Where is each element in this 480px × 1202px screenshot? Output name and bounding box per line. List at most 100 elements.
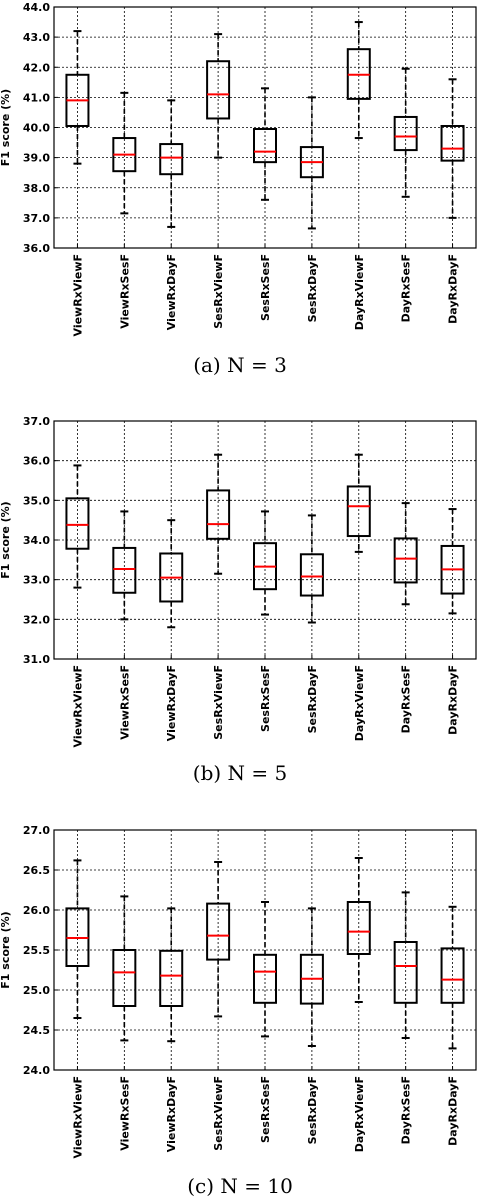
x-tick-label: SesRxDayF: [306, 254, 319, 322]
x-tick-label: SesRxDayF: [306, 665, 319, 733]
box-DayRxDayF: [440, 508, 465, 615]
box-ViewRxViewF: [65, 30, 90, 165]
x-tick-label: ViewRxViewF: [71, 665, 84, 748]
box-DayRxViewF: [346, 21, 371, 140]
box-iqr: [206, 489, 231, 540]
x-tick-label: DayRxSesF: [400, 665, 413, 733]
y-tick-label: 37.0: [23, 415, 50, 428]
x-tick-label: DayRxSesF: [400, 254, 413, 322]
box-DayRxSesF: [393, 67, 418, 198]
box-ViewRxSesF: [112, 510, 137, 621]
box-SesRxDayF: [299, 514, 324, 624]
y-tick-label: 36.0: [23, 242, 50, 255]
box-iqr: [112, 949, 137, 1007]
y-tick-label: 25.0: [23, 984, 50, 997]
y-tick-label: 37.0: [23, 212, 50, 225]
x-tick-label: DayRxDayF: [447, 1076, 460, 1146]
x-tick-label: SesRxSesF: [259, 254, 272, 321]
box-ViewRxDayF: [159, 519, 184, 629]
box-SesRxViewF: [206, 453, 231, 575]
box-DayRxSesF: [393, 891, 418, 1039]
x-tick-label: SesRxViewF: [212, 665, 225, 740]
x-tick-label: DayRxDayF: [447, 254, 460, 324]
chart-panel-1: 36.0 37.0 38.0 39.0 40.0 41.0 42.0 43.0 44.0 View…: [0, 1, 477, 377]
box-iqr: [253, 128, 277, 164]
box-iqr: [299, 553, 324, 597]
box-SesRxSesF: [253, 510, 277, 616]
box-iqr: [253, 953, 277, 1004]
box-iqr: [393, 537, 418, 584]
panel-caption: (a) N = 3: [193, 353, 287, 377]
x-tick-label: SesRxDayF: [306, 1076, 319, 1144]
x-tick-label: SesRxViewF: [212, 1076, 225, 1151]
y-tick-label: 44.0: [23, 1, 50, 14]
box-iqr: [440, 124, 465, 162]
box-DayRxDayF: [440, 78, 465, 219]
box-SesRxSesF: [253, 87, 277, 201]
y-tick-label: 24.5: [23, 1024, 50, 1037]
box-iqr: [112, 546, 137, 594]
y-tick-label: 36.0: [23, 455, 50, 468]
x-tick-label: DayRxDayF: [447, 665, 460, 735]
box-DayRxDayF: [440, 905, 465, 1050]
y-axis-title: F1 score (%): [0, 501, 12, 578]
y-tick-label: 33.0: [23, 574, 50, 587]
y-tick-label: 25.5: [23, 944, 50, 957]
box-iqr: [346, 485, 371, 538]
x-tick-label: SesRxSesF: [259, 1076, 272, 1143]
y-tick-label: 31.0: [23, 653, 50, 666]
chart-panel-3: 24.0 24.5 25.0 25.5 26.0 26.5 27.0 ViewRxViewF V…: [0, 824, 477, 1198]
box-DayRxViewF: [346, 453, 371, 553]
box-ViewRxViewF: [65, 464, 90, 589]
x-tick-label: SesRxViewF: [212, 254, 225, 329]
box-iqr: [393, 941, 418, 1004]
box-iqr: [393, 115, 418, 152]
box-ViewRxSesF: [112, 895, 137, 1042]
box-ViewRxDayF: [159, 99, 184, 228]
box-DayRxSesF: [393, 502, 418, 606]
x-tick-label: ViewRxViewF: [71, 254, 84, 337]
y-tick-label: 41.0: [23, 91, 50, 104]
panel-caption: (b) N = 5: [193, 761, 287, 785]
y-tick-label: 40.0: [23, 122, 50, 135]
x-tick-label: SesRxSesF: [259, 665, 272, 732]
box-iqr: [206, 902, 231, 961]
x-tick-label: DayRxSesF: [400, 1076, 413, 1144]
x-tick-label: ViewRxViewF: [71, 1076, 84, 1159]
box-SesRxDayF: [299, 907, 324, 1047]
box-ViewRxSesF: [112, 91, 137, 215]
y-axis-title: F1 score (%): [0, 911, 12, 988]
box-SesRxViewF: [206, 861, 231, 1018]
x-tick-label: DayRxViewF: [353, 254, 366, 330]
box-iqr: [440, 947, 465, 1004]
x-tick-label: ViewRxDayF: [165, 1076, 178, 1152]
y-tick-label: 32.0: [23, 613, 50, 626]
y-tick-label: 26.0: [23, 904, 50, 917]
x-tick-label: ViewRxSesF: [118, 254, 131, 329]
y-tick-label: 43.0: [23, 31, 50, 44]
x-tick-label: DayRxViewF: [353, 1076, 366, 1152]
x-tick-label: DayRxViewF: [353, 665, 366, 741]
box-iqr: [346, 901, 371, 955]
chart-panel-2: 31.0 32.0 33.0 34.0 35.0 36.0 37.0 ViewRxViewF V…: [0, 415, 477, 785]
box-iqr: [206, 60, 231, 120]
box-ViewRxDayF: [159, 907, 184, 1043]
box-ViewRxViewF: [65, 859, 90, 1019]
y-tick-label: 35.0: [23, 494, 50, 507]
y-tick-label: 27.0: [23, 824, 50, 837]
y-tick-label: 26.5: [23, 864, 50, 877]
x-tick-label: ViewRxDayF: [165, 254, 178, 330]
box-SesRxSesF: [253, 901, 277, 1038]
x-tick-label: ViewRxSesF: [118, 665, 131, 740]
y-tick-label: 39.0: [23, 152, 50, 165]
x-tick-label: ViewRxSesF: [118, 1076, 131, 1151]
box-SesRxViewF: [206, 33, 231, 159]
panel-caption: (c) N = 10: [187, 1174, 293, 1198]
box-SesRxDayF: [299, 96, 324, 230]
box-iqr: [159, 143, 184, 176]
y-tick-label: 34.0: [23, 534, 50, 547]
y-tick-label: 42.0: [23, 61, 50, 74]
box-DayRxViewF: [346, 857, 371, 1003]
box-iqr: [65, 497, 90, 550]
